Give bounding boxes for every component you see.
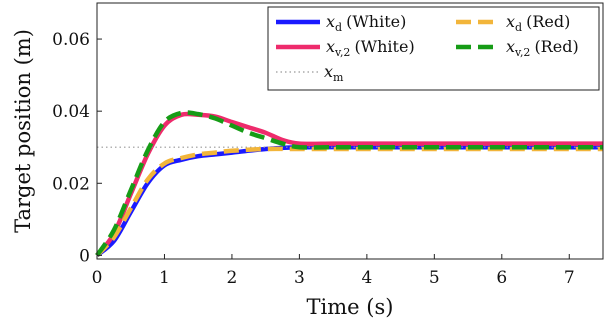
y-tick-label: 0.04	[52, 102, 90, 122]
x-tick-label: 7	[564, 268, 575, 288]
axes-layer: 0 1 2 3 4 5 6 7 0 0.02 0.04 0.06	[52, 30, 575, 288]
series-line-5	[95, 110, 603, 257]
y-tick-label: 0.02	[52, 174, 90, 194]
series-layer	[95, 110, 603, 258]
legend-entry-label: xv,2 (Red)	[506, 37, 579, 59]
legend-box	[267, 6, 600, 91]
legend: xd (White) xv,2 (White) xm xd (Red) xv,2 (Red)	[267, 6, 600, 91]
x-tick-label: 6	[496, 268, 507, 288]
y-tick-label: 0.06	[52, 30, 90, 50]
x-tick-label: 4	[361, 268, 372, 288]
x-tick-label: 3	[294, 268, 305, 288]
legend-entry-label: xd (Red)	[506, 12, 570, 34]
legend-entry-label: xd (White)	[326, 12, 406, 34]
legend-entry-label: xm	[324, 62, 344, 84]
legend-entry-label: xv,2 (White)	[326, 37, 415, 59]
x-tick-label: 5	[429, 268, 440, 288]
y-tick-label: 0	[79, 246, 90, 266]
x-axis-title: Time (s)	[307, 295, 394, 319]
x-tick-label: 1	[159, 268, 170, 288]
plot-frame	[96, 2, 604, 260]
x-tick-label: 2	[227, 268, 238, 288]
y-axis-title: Target position (m)	[11, 29, 35, 233]
x-tick-label: 0	[92, 268, 103, 288]
